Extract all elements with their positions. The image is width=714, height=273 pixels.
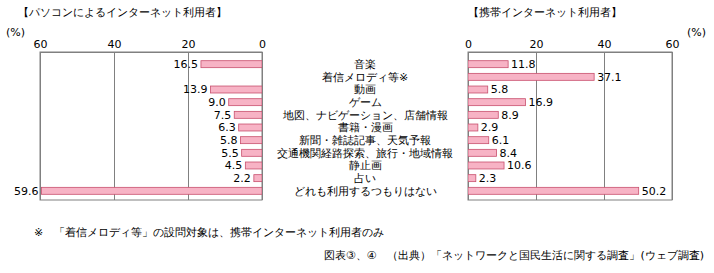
category-label: 新聞・雑誌記事、天気予報 — [299, 134, 431, 147]
bar — [468, 99, 525, 106]
tick-label: 0 — [465, 38, 472, 51]
category-labels: 音楽着信メロディ等※動画ゲーム地図、ナビゲーション、店舗情報書籍・漫画新聞・雑誌… — [277, 58, 453, 198]
source-note: 図表③、④ （出典）「ネットワークと国民生活に関する調査」(ウェブ調査) — [324, 249, 704, 262]
tick-label: 60 — [666, 38, 680, 51]
category-label: 地図、ナビゲーション、店舗情報 — [282, 109, 448, 122]
axis-label: (%) — [6, 26, 25, 39]
data-label: 2.3 — [479, 172, 497, 185]
bar — [254, 175, 262, 182]
data-label: 2.9 — [481, 121, 499, 134]
data-labels: 16.5 13.99.07.56.35.85.54.52.2 59.6 — [14, 58, 251, 198]
footnote: ※ 「着信メロディ等」の設問対象は、携帯インターネット利用者のみ — [34, 226, 384, 239]
grid-line — [114, 52, 115, 200]
grid-line — [188, 52, 189, 200]
data-label: 6.3 — [218, 121, 236, 134]
x-axis: 60 40 20 0 — [34, 38, 267, 200]
axis-line — [469, 52, 673, 53]
bar — [468, 187, 639, 194]
tick-label: 40 — [108, 38, 122, 51]
bar — [211, 86, 262, 93]
bar — [239, 124, 262, 131]
category-label: 音楽 — [354, 58, 376, 71]
data-label: 9.0 — [208, 96, 226, 109]
tick-label: 60 — [34, 38, 48, 51]
bar — [201, 61, 262, 68]
bar — [468, 73, 594, 80]
axis-label: (%) — [687, 26, 706, 39]
tick: 40 — [598, 38, 612, 200]
tick-label: 40 — [598, 38, 612, 51]
category-label: 動画 — [354, 83, 376, 96]
category-label: 交通機関経路探索、旅行・地域情報 — [277, 147, 453, 160]
tick-label: 20 — [182, 38, 196, 51]
category-label: ゲーム — [349, 96, 382, 109]
grid-line — [262, 52, 263, 200]
tick: 60 — [666, 38, 680, 200]
panel-title: 【パソコンによるインターネット利用者】 — [18, 6, 227, 19]
bars — [468, 61, 639, 195]
bar — [242, 149, 262, 156]
bar — [468, 162, 504, 169]
data-label: 6.1 — [492, 134, 510, 147]
grid-line — [672, 52, 673, 200]
panel-title: 【携帯インターネット利用者】 — [468, 6, 622, 19]
bar — [41, 187, 262, 194]
tick: 60 — [34, 38, 48, 200]
bar — [468, 111, 498, 118]
bar — [468, 175, 476, 182]
bar — [468, 86, 488, 93]
bar — [468, 137, 489, 144]
category-label: 着信メロディ等※ — [322, 71, 408, 84]
category-label: 書籍・漫画 — [338, 121, 393, 134]
bar — [468, 149, 497, 156]
data-label: 5.5 — [221, 147, 239, 160]
data-label: 37.1 — [597, 71, 622, 84]
bar — [468, 124, 478, 131]
chart-root: 【パソコンによるインターネット利用者】 (%) 60 40 20 0 16.5 13.99.0… — [0, 0, 714, 273]
data-label: 11.8 — [511, 58, 536, 71]
data-label: 4.5 — [225, 159, 243, 172]
data-label: 16.5 — [173, 58, 198, 71]
plot-frame — [40, 52, 262, 200]
bars — [41, 61, 262, 195]
data-label: 50.2 — [642, 185, 667, 198]
bar — [241, 137, 262, 144]
tick-label: 20 — [530, 38, 544, 51]
data-label: 7.5 — [214, 109, 232, 122]
bar — [229, 99, 262, 106]
grid-line — [40, 52, 41, 200]
category-label: 静止画 — [349, 159, 382, 172]
data-label: 2.2 — [233, 172, 251, 185]
x-axis: 0 20 40 60 — [465, 38, 680, 200]
bar — [245, 162, 262, 169]
data-labels: 11.8 37.1 5.8 16.9 8.92.96.18.410.6 2.3 50.2 — [479, 58, 666, 198]
data-label: 13.9 — [183, 83, 208, 96]
plot-frame — [468, 52, 672, 200]
data-label: 5.8 — [220, 134, 238, 147]
data-label: 8.9 — [501, 109, 519, 122]
data-label: 5.8 — [491, 83, 509, 96]
tick: 40 — [108, 38, 122, 200]
category-label: どれも利用するつもりはない — [294, 185, 437, 198]
data-label: 16.9 — [528, 96, 553, 109]
bar — [468, 61, 508, 68]
tick-label: 0 — [259, 38, 266, 51]
data-label: 10.6 — [507, 159, 532, 172]
data-label: 8.4 — [500, 147, 518, 160]
data-label: 59.6 — [14, 185, 39, 198]
axis-line — [41, 52, 263, 53]
category-label: 占い — [354, 172, 376, 185]
bar — [234, 111, 262, 118]
